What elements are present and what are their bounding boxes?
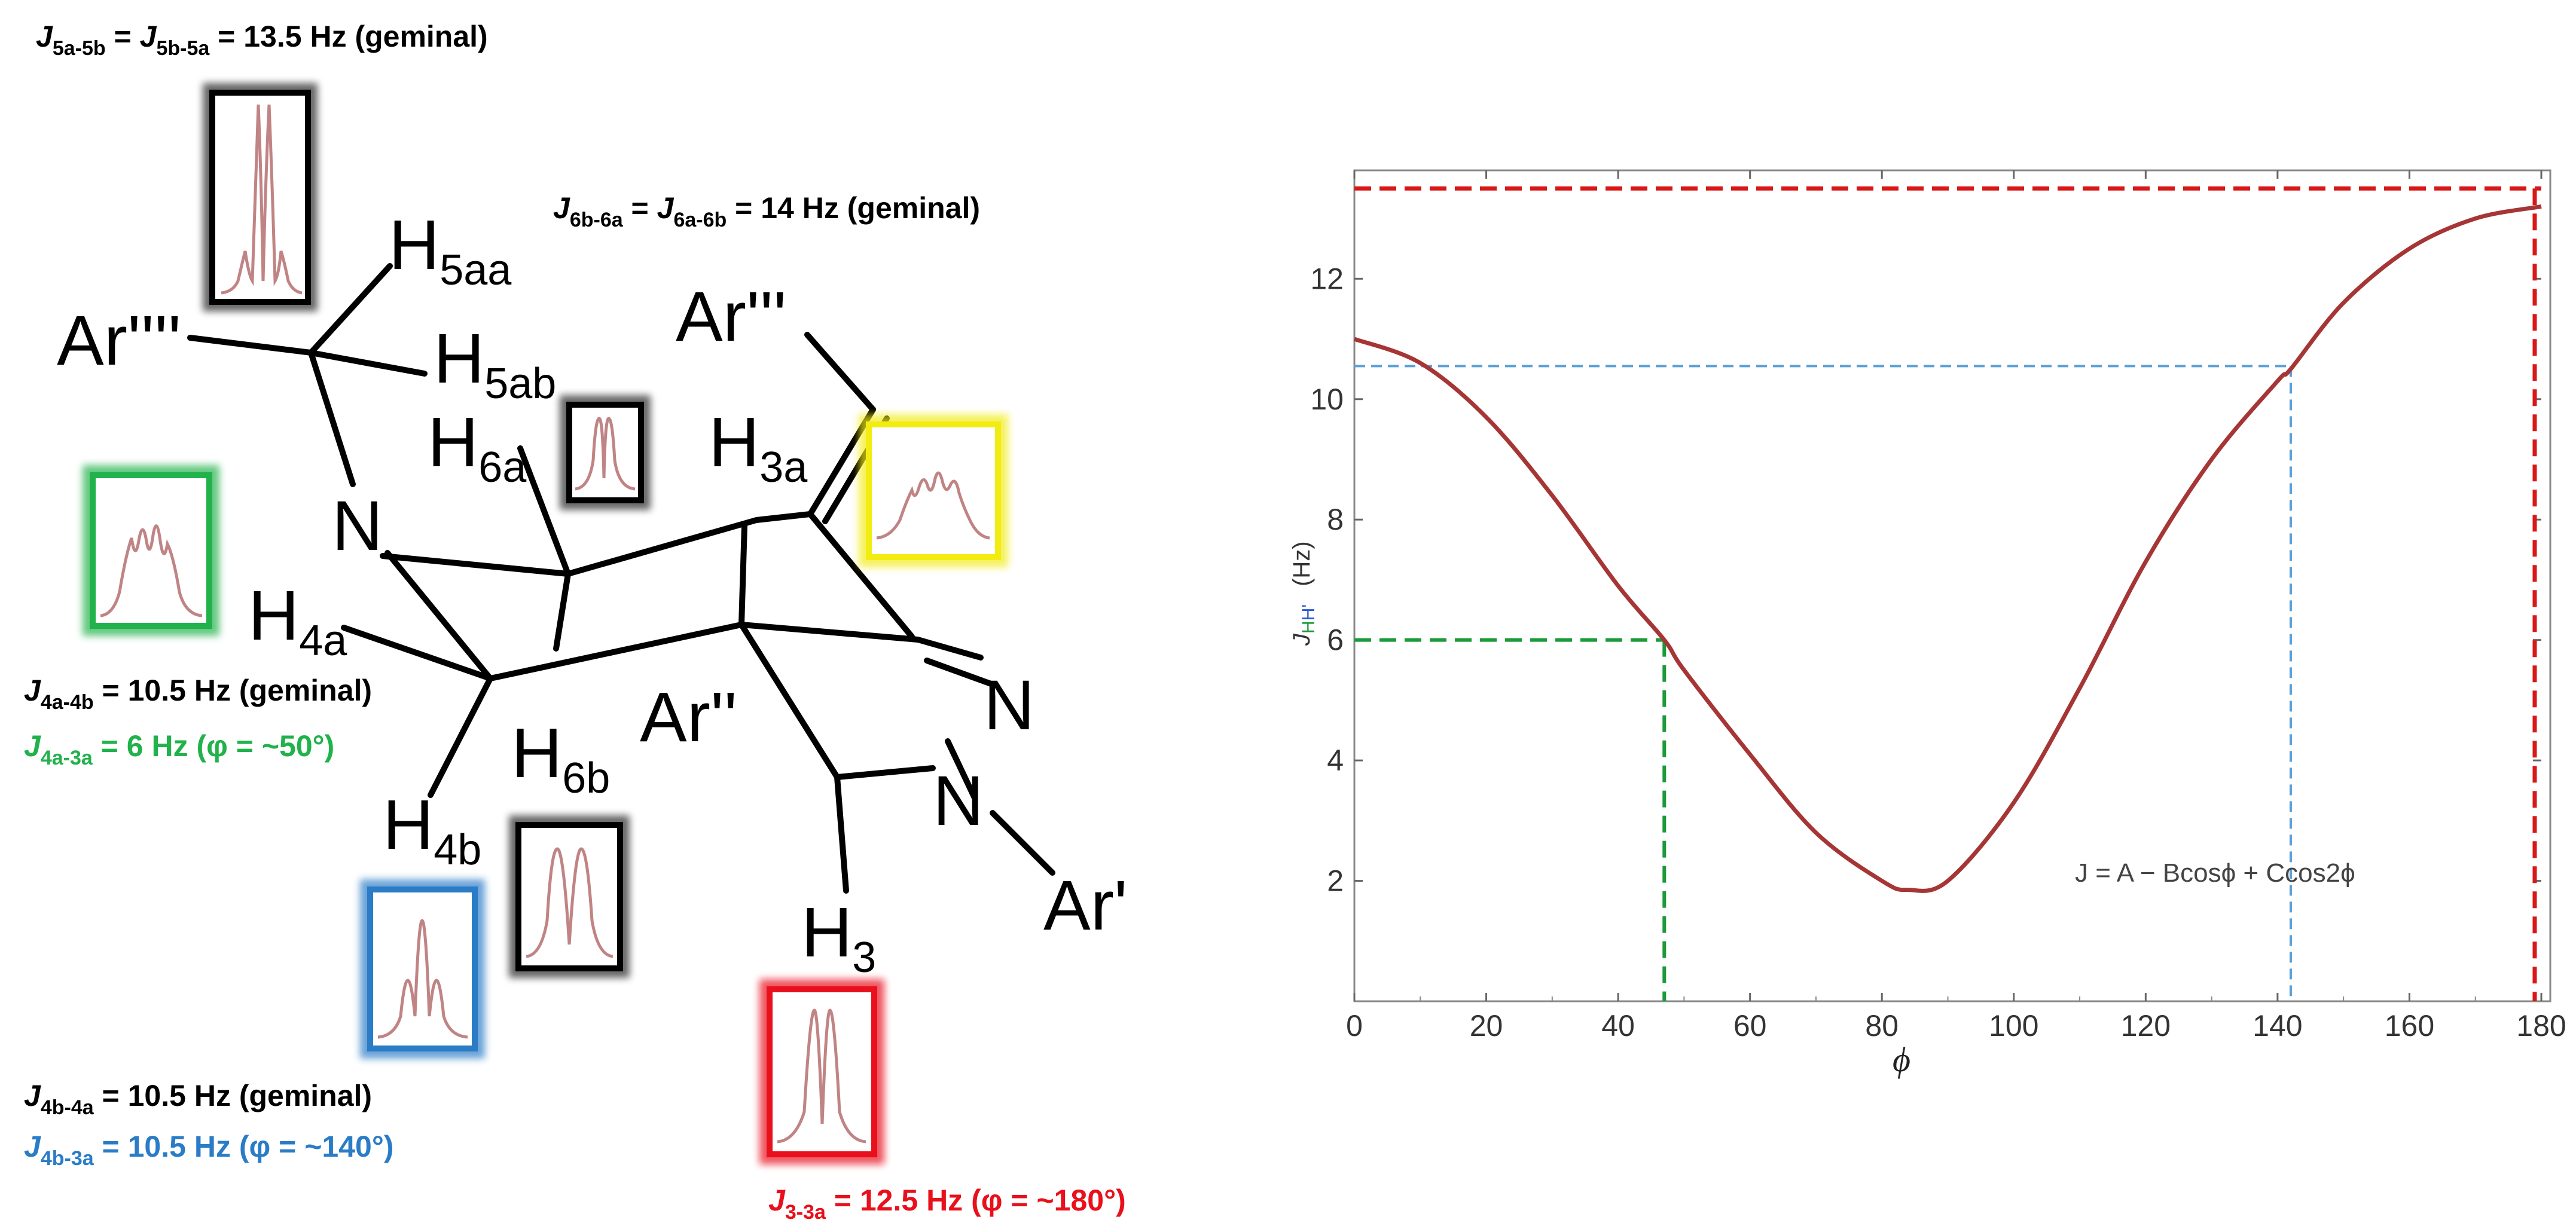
atom-ar3: Ar''' <box>676 277 787 356</box>
j4a-geminal-annotation: J4a-4b = 10.5 Hz (geminal) <box>24 674 372 714</box>
y-axis-label: JHH'(Hz) <box>1289 541 1318 646</box>
multiplet-h5-inset <box>203 83 318 311</box>
j4b-geminal-annotation: J4b-4a = 10.5 Hz (geminal) <box>24 1079 372 1119</box>
plot-frame <box>1353 169 2551 1002</box>
karplus-chart: 0 20 40 60 80 100 120 140 160 180 2 4 6 8 10 12 ϕ JHH'… <box>1289 169 2566 1079</box>
x-tick-label: 40 <box>1601 1009 1635 1043</box>
x-tick-label: 20 <box>1470 1009 1503 1043</box>
y-axis-ticks: 2 4 6 8 10 12 <box>1310 262 2541 898</box>
x-tick-label: 140 <box>2253 1009 2302 1043</box>
atom-n2: N <box>984 666 1034 745</box>
x-axis-ticks: 0 20 40 60 80 100 120 140 160 180 <box>1346 170 2566 1043</box>
j3-annotation: J3-3a = 12.5 Hz (φ = ~180°) <box>768 1184 1126 1224</box>
x-tick-label: 60 <box>1733 1009 1767 1043</box>
atom-h4b: H4b <box>383 785 481 874</box>
multiplet-h3a-inset <box>859 414 1008 567</box>
y-tick-label: 10 <box>1310 383 1344 416</box>
atom-h3: H3 <box>801 893 876 982</box>
x-tick-label: 180 <box>2516 1009 2566 1043</box>
karplus-equation: J = A − Bcosϕ + Ccos2ϕ <box>2075 858 2355 888</box>
y-tick-label: 8 <box>1327 503 1344 536</box>
j5-annotation: J5a-5b = J5b-5a = 13.5 Hz (geminal) <box>36 20 488 60</box>
molecule-bonds <box>187 263 1055 894</box>
j6-annotation: J6b-6a = J6a-6b = 14 Hz (geminal) <box>553 191 980 231</box>
y-tick-label: 6 <box>1327 623 1344 657</box>
karplus-curve <box>1353 204 2542 893</box>
reference-lines <box>1354 186 2541 1001</box>
multiplet-h3-inset <box>759 979 884 1164</box>
y-tick-label: 4 <box>1327 744 1344 777</box>
multiplet-h4b-inset <box>360 879 485 1059</box>
x-axis-label: ϕ <box>1893 1040 1910 1079</box>
x-tick-label: 100 <box>1989 1009 2038 1043</box>
atom-n3: N <box>933 762 984 840</box>
atom-h6a: H6a <box>428 403 527 491</box>
x-tick-label: 120 <box>2121 1009 2171 1043</box>
atom-ar4: Ar'''' <box>57 301 181 380</box>
x-tick-label: 160 <box>2385 1009 2434 1043</box>
x-tick-label: 0 <box>1346 1009 1363 1043</box>
x-tick-label: 80 <box>1865 1009 1899 1043</box>
atom-h3a: H3a <box>709 403 808 491</box>
svg-text:JHH'(Hz): JHH'(Hz) <box>1289 541 1318 646</box>
j4b-3a-annotation: J4b-3a = 10.5 Hz (φ = ~140°) <box>24 1130 394 1170</box>
multiplet-h6a-inset <box>560 395 651 510</box>
atom-h5aa: H5aa <box>389 206 512 294</box>
y-tick-label: 2 <box>1327 864 1344 898</box>
atom-h4a: H4a <box>248 576 347 665</box>
j4a-3a-annotation: J4a-3a = 6 Hz (φ = ~50°) <box>24 729 334 769</box>
multiplet-h6b-inset <box>509 815 630 978</box>
atom-ar2: Ar'' <box>640 678 737 757</box>
atom-ar1: Ar' <box>1043 866 1128 945</box>
y-tick-label: 12 <box>1310 262 1344 295</box>
atom-h5ab: H5ab <box>434 319 556 408</box>
atom-n1: N <box>332 487 383 565</box>
atom-h6b: H6b <box>511 714 610 802</box>
multiplet-h4a-inset <box>83 465 219 636</box>
